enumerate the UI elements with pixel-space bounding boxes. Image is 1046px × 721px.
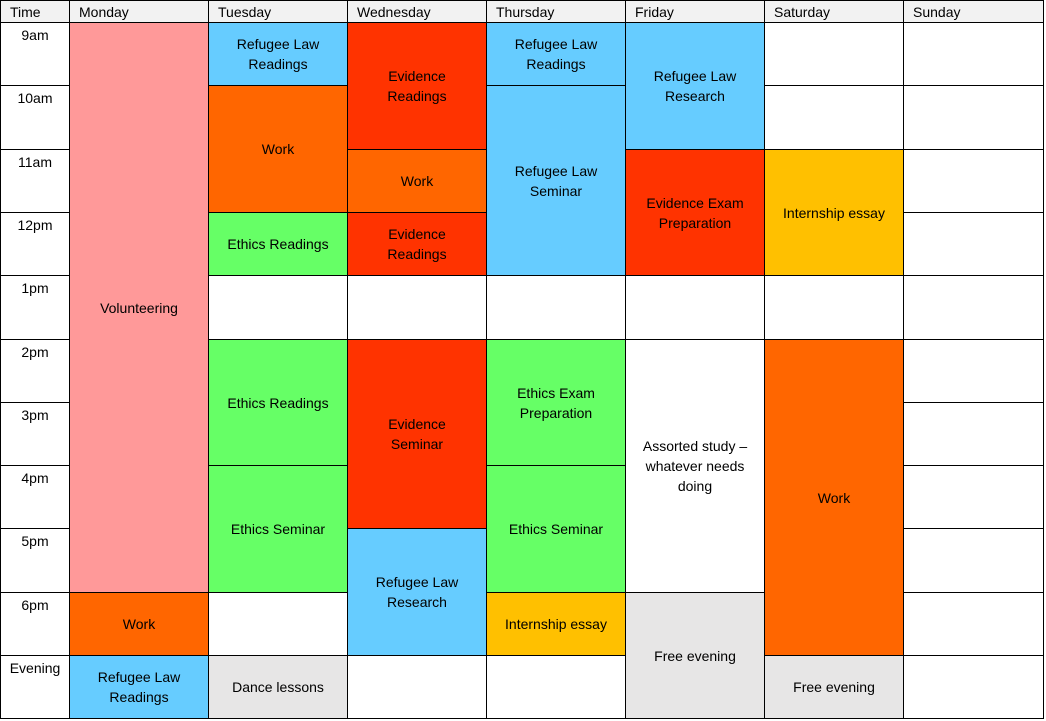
event-label: Dance lessons	[232, 679, 324, 695]
empty-slot	[904, 340, 1044, 403]
event-free-evening: Free evening	[765, 656, 904, 719]
event-refugee-law-readings: Refugee Law Readings	[70, 656, 209, 719]
empty-slot	[904, 150, 1044, 213]
time-label-4pm: 4pm	[0, 466, 70, 529]
time-label-1pm: 1pm	[0, 276, 70, 340]
empty-slot	[348, 276, 487, 340]
time-label-3pm: 3pm	[0, 403, 70, 466]
event-evidence-readings: Evidence Readings	[348, 213, 487, 276]
event-work: Work	[348, 150, 487, 213]
time-label-6pm: 6pm	[0, 593, 70, 656]
empty-slot	[904, 529, 1044, 593]
event-ethics-seminar: Ethics Seminar	[487, 466, 626, 593]
event-label: Volunteering	[100, 299, 178, 316]
event-label: Refugee Law Research	[375, 574, 459, 610]
event-ethics-readings: Ethics Readings	[209, 340, 348, 466]
event-label: Evidence Exam Preparation	[646, 194, 744, 231]
event-internship-essay: Internship essay	[765, 150, 904, 276]
event-refugee-law-research: Refugee Law Research	[626, 23, 765, 150]
column-header-saturday: Saturday	[765, 0, 904, 23]
event-label: Work	[261, 141, 295, 157]
event-label: Work	[400, 173, 434, 189]
event-evidence-readings: Evidence Readings	[348, 23, 487, 150]
event-internship-essay: Internship essay	[487, 593, 626, 656]
event-evidence-seminar: Evidence Seminar	[348, 340, 487, 529]
event-refugee-law-seminar: Refugee Law Seminar	[487, 86, 626, 276]
event-label: Evidence Readings	[387, 68, 447, 104]
event-volunteering: Volunteering	[70, 23, 209, 593]
time-label-12pm: 12pm	[0, 213, 70, 276]
column-header-thursday: Thursday	[487, 0, 626, 23]
column-header-friday: Friday	[626, 0, 765, 23]
empty-slot	[626, 276, 765, 340]
event-work: Work	[209, 86, 348, 213]
column-header-time: Time	[0, 0, 70, 23]
time-label-9am: 9am	[0, 23, 70, 86]
event-work: Work	[765, 340, 904, 656]
event-ethics-readings: Ethics Readings	[209, 213, 348, 276]
empty-slot	[904, 403, 1044, 466]
column-header-sunday: Sunday	[904, 0, 1044, 23]
event-label: Free evening	[793, 679, 875, 695]
time-label-10am: 10am	[0, 86, 70, 150]
empty-slot	[904, 656, 1044, 719]
event-label: Refugee Law Readings	[514, 36, 598, 72]
event-refugee-law-readings: Refugee Law Readings	[487, 23, 626, 86]
event-label: Refugee Law Research	[653, 68, 737, 104]
event-refugee-law-readings: Refugee Law Readings	[209, 23, 348, 86]
event-refugee-law-research: Refugee Law Research	[348, 529, 487, 656]
event-label: Work	[817, 489, 851, 506]
event-label: Evidence Seminar	[388, 416, 446, 452]
empty-slot	[765, 276, 904, 340]
empty-slot	[209, 593, 348, 656]
event-label: Refugee Law Readings	[97, 669, 181, 705]
event-label: Internship essay	[505, 616, 607, 632]
event-ethics-seminar: Ethics Seminar	[209, 466, 348, 593]
event-label: Free evening	[654, 647, 736, 664]
event-ethics-exam-preparation: Ethics Exam Preparation	[487, 340, 626, 466]
event-label: Assorted study – whatever needs doing	[642, 438, 748, 494]
event-label: Ethics Seminar	[230, 521, 326, 537]
empty-slot	[904, 593, 1044, 656]
event-assorted-study-whatever-needs-doing: Assorted study – whatever needs doing	[626, 340, 765, 593]
empty-slot	[904, 23, 1044, 86]
empty-slot	[765, 23, 904, 86]
event-label: Ethics Exam Preparation	[517, 384, 595, 421]
event-evidence-exam-preparation: Evidence Exam Preparation	[626, 150, 765, 276]
event-label: Internship essay	[783, 204, 885, 221]
event-dance-lessons: Dance lessons	[209, 656, 348, 719]
time-label-evening: Evening	[0, 656, 70, 719]
event-label: Work	[122, 616, 156, 632]
event-label: Ethics Seminar	[508, 521, 604, 537]
time-label-2pm: 2pm	[0, 340, 70, 403]
column-header-wednesday: Wednesday	[348, 0, 487, 23]
column-header-tuesday: Tuesday	[209, 0, 348, 23]
empty-slot	[904, 466, 1044, 529]
column-header-monday: Monday	[70, 0, 209, 23]
empty-slot	[765, 86, 904, 150]
event-work: Work	[70, 593, 209, 656]
empty-slot	[209, 276, 348, 340]
event-label: Ethics Readings	[227, 236, 329, 252]
event-label: Evidence Readings	[387, 226, 447, 262]
event-free-evening: Free evening	[626, 593, 765, 719]
event-label: Refugee Law Readings	[236, 36, 320, 72]
empty-slot	[904, 276, 1044, 340]
event-label: Ethics Readings	[227, 394, 329, 411]
time-label-5pm: 5pm	[0, 529, 70, 593]
empty-slot	[904, 86, 1044, 150]
empty-slot	[487, 656, 626, 719]
time-label-11am: 11am	[0, 150, 70, 213]
empty-slot	[487, 276, 626, 340]
empty-slot	[904, 213, 1044, 276]
event-label: Refugee Law Seminar	[514, 162, 598, 199]
empty-slot	[348, 656, 487, 719]
